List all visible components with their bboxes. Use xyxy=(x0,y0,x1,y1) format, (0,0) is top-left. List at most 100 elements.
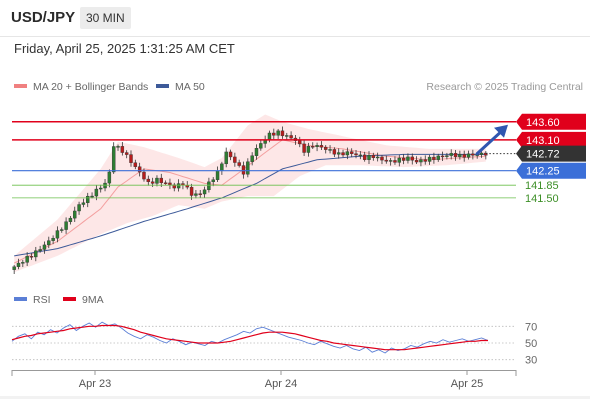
candle-body xyxy=(34,250,38,258)
candle-body xyxy=(254,148,259,156)
candle-body xyxy=(202,189,207,195)
candle-body xyxy=(29,256,34,258)
candle-body xyxy=(453,153,458,158)
candle-body xyxy=(111,146,116,173)
level-label-142.72: 142.72 xyxy=(526,149,560,161)
candle-body xyxy=(401,157,406,161)
candle-body xyxy=(306,146,311,153)
candle-body xyxy=(259,143,263,149)
candle-body xyxy=(423,159,427,162)
x-tick-label-2: Apr 25 xyxy=(451,378,483,390)
level-label-143.10: 143.10 xyxy=(526,135,560,147)
candle-body xyxy=(137,166,142,173)
ma50-legend-swatch xyxy=(156,84,169,88)
candle-body xyxy=(81,202,86,205)
candle-body xyxy=(176,183,181,189)
candle-body xyxy=(380,156,384,161)
candle-body xyxy=(354,153,358,156)
rsi-tick-70: 70 xyxy=(525,321,537,333)
candle-body xyxy=(168,182,172,186)
rsi-tick-30: 30 xyxy=(525,355,537,367)
candle-body xyxy=(215,170,220,180)
rsi-ma-legend-swatch xyxy=(63,297,76,301)
candle-body xyxy=(94,188,99,197)
candle-body xyxy=(163,182,168,184)
candle-body xyxy=(328,149,332,151)
candle-body xyxy=(198,193,202,195)
candle-body xyxy=(77,204,81,212)
candle-body xyxy=(298,140,302,145)
chart-header: USD/JPY 30 MIN xyxy=(0,0,590,37)
candle-body xyxy=(302,143,306,153)
candle-body xyxy=(332,149,337,155)
candle-body xyxy=(189,186,194,196)
candle-body xyxy=(432,156,436,160)
candle-body xyxy=(362,154,367,160)
rsi-ma-legend-label: 9MA xyxy=(82,294,104,306)
candle-body xyxy=(336,152,341,155)
timeframe-button[interactable]: 30 MIN xyxy=(80,7,131,29)
candle-body xyxy=(155,177,159,184)
level-tag-142.72 xyxy=(516,145,586,162)
candle-body xyxy=(107,171,112,184)
candle-body xyxy=(51,237,55,241)
candle-body xyxy=(349,151,354,154)
candle-body xyxy=(133,162,138,167)
rsi-line xyxy=(11,321,489,354)
rsi-tick-50: 50 xyxy=(525,338,537,350)
level-tag-143.60 xyxy=(516,113,586,130)
candle-body xyxy=(124,152,129,155)
candle-body xyxy=(393,160,397,163)
x-tick-label-0: Apr 23 xyxy=(79,378,111,390)
candle-body xyxy=(86,195,90,203)
research-credit: Research © 2025 Trading Central xyxy=(426,81,583,93)
candle-body xyxy=(233,156,237,163)
candle-body xyxy=(458,154,462,158)
chart-datetime: Friday, April 25, 2025 1:31:25 AM CET xyxy=(14,41,235,56)
candle-body xyxy=(228,151,233,158)
candle-body xyxy=(42,244,47,250)
candle-body xyxy=(207,181,211,191)
candle-body xyxy=(410,156,414,161)
candle-body xyxy=(150,181,155,184)
candle-body xyxy=(471,153,475,156)
candle-body xyxy=(367,155,371,160)
candle-body xyxy=(237,162,241,166)
candle-body xyxy=(12,266,16,270)
candle-body xyxy=(250,155,254,162)
ma20-legend-swatch xyxy=(14,84,27,88)
candle-body xyxy=(462,154,466,158)
candle-body xyxy=(16,262,21,267)
level-label-141.50: 141.50 xyxy=(525,193,559,205)
candle-body xyxy=(73,210,77,219)
candle-body xyxy=(406,156,410,161)
candle-body xyxy=(345,151,350,156)
candle-body xyxy=(466,153,471,158)
rsi-legend-label: RSI xyxy=(33,294,51,306)
candle-body xyxy=(68,217,73,222)
level-label-141.85: 141.85 xyxy=(525,180,559,192)
ma20-legend-label: MA 20 + Bollinger Bands xyxy=(33,81,148,93)
candle-body xyxy=(280,130,285,137)
candle-body xyxy=(98,187,103,190)
candle-body xyxy=(427,156,432,162)
candle-body xyxy=(220,163,224,171)
candle-body xyxy=(315,145,319,147)
rsi-ma-line xyxy=(11,324,488,351)
candle-body xyxy=(60,229,64,231)
candle-body xyxy=(246,161,250,175)
candle-body xyxy=(25,256,29,263)
candle-body xyxy=(267,132,272,141)
candle-body xyxy=(129,154,133,163)
candle-body xyxy=(116,146,120,148)
candle-body xyxy=(449,153,453,156)
candle-body xyxy=(211,179,215,183)
candle-body xyxy=(289,135,293,139)
rsi-legend-swatch xyxy=(14,297,27,301)
candle-body xyxy=(224,151,228,165)
candle-body xyxy=(341,152,345,156)
level-tag-143.10 xyxy=(516,131,586,148)
candle-body xyxy=(47,240,51,246)
forecast-arrow-head xyxy=(494,124,508,138)
